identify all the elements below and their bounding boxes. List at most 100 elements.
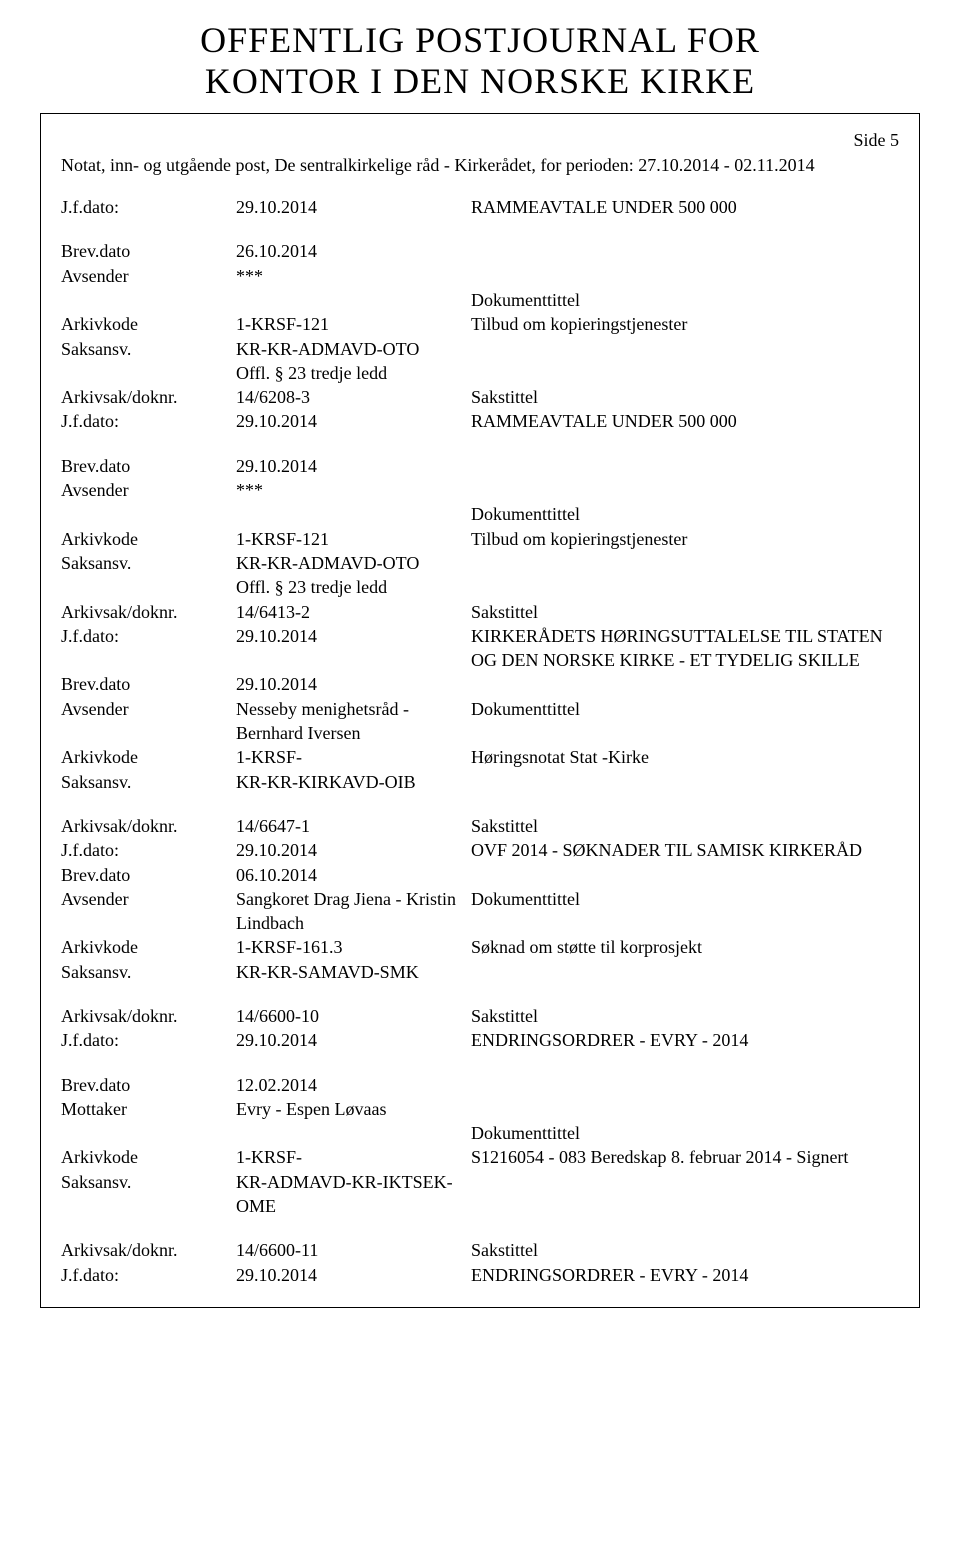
row-right	[471, 551, 899, 575]
journal-row: Arkivkode1-KRSF-S1216054 - 083 Beredskap…	[61, 1145, 899, 1169]
row-mid: 29.10.2014	[236, 195, 471, 219]
row-mid: 14/6600-10	[236, 1004, 471, 1028]
row-right	[471, 770, 899, 794]
row-right: Høringsnotat Stat -Kirke	[471, 745, 899, 769]
row-mid	[236, 288, 471, 312]
journal-row: J.f.dato:29.10.2014ENDRINGSORDRER - EVRY…	[61, 1028, 899, 1052]
row-mid: 12.02.2014	[236, 1073, 471, 1097]
journal-row: AvsenderNesseby menighetsråd - Bernhard …	[61, 697, 899, 746]
journal-row: Saksansv.KR-KR-KIRKAVD-OIB	[61, 770, 899, 794]
row-mid: ***	[236, 478, 471, 502]
row-label: Avsender	[61, 264, 236, 288]
row-mid	[236, 502, 471, 526]
journal-row: Saksansv.KR-ADMAVD-KR-IKTSEK-OME	[61, 1170, 899, 1219]
subtitle: Notat, inn- og utgående post, De sentral…	[61, 153, 899, 177]
row-mid: 14/6208-3	[236, 385, 471, 409]
title-line-1: OFFENTLIG POSTJOURNAL FOR	[200, 20, 760, 60]
row-right: Dokumenttittel	[471, 502, 899, 526]
journal-entry: Brev.dato26.10.2014Avsender***Dokumentti…	[61, 239, 899, 433]
journal-row: Arkivsak/doknr.14/6600-10Sakstittel	[61, 1004, 899, 1028]
row-mid: 29.10.2014	[236, 409, 471, 433]
journal-row: J.f.dato:29.10.2014RAMMEAVTALE UNDER 500…	[61, 195, 899, 219]
row-right: Dokumenttittel	[471, 1121, 899, 1145]
row-mid: KR-KR-SAMAVD-SMK	[236, 960, 471, 984]
row-right	[471, 960, 899, 984]
row-mid: 1-KRSF-	[236, 1145, 471, 1169]
journal-row: AvsenderSangkoret Drag Jiena - Kristin L…	[61, 887, 899, 936]
row-label: Arkivsak/doknr.	[61, 814, 236, 838]
row-label: J.f.dato:	[61, 1263, 236, 1287]
row-right: ENDRINGSORDRER - EVRY - 2014	[471, 1263, 899, 1287]
row-mid: 1-KRSF-121	[236, 312, 471, 336]
row-mid: 26.10.2014	[236, 239, 471, 263]
journal-row: J.f.dato:29.10.2014OVF 2014 - SØKNADER T…	[61, 838, 899, 862]
journal-row: Brev.dato12.02.2014	[61, 1073, 899, 1097]
row-label: Brev.dato	[61, 863, 236, 887]
row-mid: 1-KRSF-121	[236, 527, 471, 551]
journal-entry: Brev.dato29.10.2014Avsender***Dokumentti…	[61, 454, 899, 794]
journal-row: Arkivkode1-KRSF-121Tilbud om kopieringst…	[61, 527, 899, 551]
row-label: Avsender	[61, 887, 236, 936]
row-right: Sakstittel	[471, 814, 899, 838]
row-mid: 29.10.2014	[236, 454, 471, 478]
row-label: Arkivkode	[61, 1145, 236, 1169]
row-mid: 29.10.2014	[236, 1263, 471, 1287]
row-label: Saksansv.	[61, 1170, 236, 1219]
row-label: Arkivsak/doknr.	[61, 600, 236, 624]
row-label: Arkivkode	[61, 745, 236, 769]
row-right	[471, 337, 899, 361]
journal-row: Saksansv.KR-KR-ADMAVD-OTO	[61, 337, 899, 361]
row-label: J.f.dato:	[61, 195, 236, 219]
row-right: Sakstittel	[471, 385, 899, 409]
row-mid: 14/6647-1	[236, 814, 471, 838]
row-right: Søknad om støtte til korprosjekt	[471, 935, 899, 959]
journal-entry: Arkivsak/doknr.14/6600-11SakstittelJ.f.d…	[61, 1238, 899, 1287]
journal-entry: Arkivsak/doknr.14/6647-1SakstittelJ.f.da…	[61, 814, 899, 984]
row-right: KIRKERÅDETS HØRINGSUTTALELSE TIL STATEN …	[471, 624, 899, 673]
row-right	[471, 1170, 899, 1219]
journal-entry: Brev.dato12.02.2014MottakerEvry - Espen …	[61, 1073, 899, 1219]
journal-row: Avsender***	[61, 478, 899, 502]
journal-row: Saksansv.KR-KR-ADMAVD-OTO	[61, 551, 899, 575]
row-mid: Nesseby menighetsråd - Bernhard Iversen	[236, 697, 471, 746]
row-label: Avsender	[61, 478, 236, 502]
journal-row: Brev.dato29.10.2014	[61, 672, 899, 696]
journal-row: J.f.dato:29.10.2014KIRKERÅDETS HØRINGSUT…	[61, 624, 899, 673]
row-label: Arkivsak/doknr.	[61, 1004, 236, 1028]
journal-row: Arkivsak/doknr.14/6413-2Sakstittel	[61, 600, 899, 624]
journal-row: MottakerEvry - Espen Løvaas	[61, 1097, 899, 1121]
row-label	[61, 288, 236, 312]
row-mid: Sangkoret Drag Jiena - Kristin Lindbach	[236, 887, 471, 936]
row-right: OVF 2014 - SØKNADER TIL SAMISK KIRKERÅD	[471, 838, 899, 862]
row-label: Brev.dato	[61, 672, 236, 696]
row-label: J.f.dato:	[61, 624, 236, 673]
journal-row: Brev.dato26.10.2014	[61, 239, 899, 263]
row-right	[471, 863, 899, 887]
row-right	[471, 672, 899, 696]
row-label: Saksansv.	[61, 770, 236, 794]
row-mid: KR-KR-KIRKAVD-OIB	[236, 770, 471, 794]
row-mid: Offl. § 23 tredje ledd	[236, 361, 471, 385]
journal-row: Avsender***	[61, 264, 899, 288]
row-mid: 14/6600-11	[236, 1238, 471, 1262]
row-label	[61, 575, 236, 599]
row-right: RAMMEAVTALE UNDER 500 000	[471, 195, 899, 219]
row-label: Mottaker	[61, 1097, 236, 1121]
row-mid: Offl. § 23 tredje ledd	[236, 575, 471, 599]
row-right: Sakstittel	[471, 1004, 899, 1028]
row-label: Arkivkode	[61, 312, 236, 336]
header-block: Side 5 Notat, inn- og utgående post, De …	[61, 130, 899, 177]
row-right	[471, 454, 899, 478]
row-label: Saksansv.	[61, 337, 236, 361]
row-label: Avsender	[61, 697, 236, 746]
journal-row: Arkivkode1-KRSF-Høringsnotat Stat -Kirke	[61, 745, 899, 769]
journal-row: Offl. § 23 tredje ledd	[61, 575, 899, 599]
row-label: Arkivsak/doknr.	[61, 385, 236, 409]
row-mid: KR-ADMAVD-KR-IKTSEK-OME	[236, 1170, 471, 1219]
row-label: Brev.dato	[61, 1073, 236, 1097]
row-right: ENDRINGSORDRER - EVRY - 2014	[471, 1028, 899, 1052]
journal-row: Arkivsak/doknr.14/6208-3Sakstittel	[61, 385, 899, 409]
row-label: Arkivkode	[61, 935, 236, 959]
row-label: J.f.dato:	[61, 838, 236, 862]
row-mid: KR-KR-ADMAVD-OTO	[236, 551, 471, 575]
